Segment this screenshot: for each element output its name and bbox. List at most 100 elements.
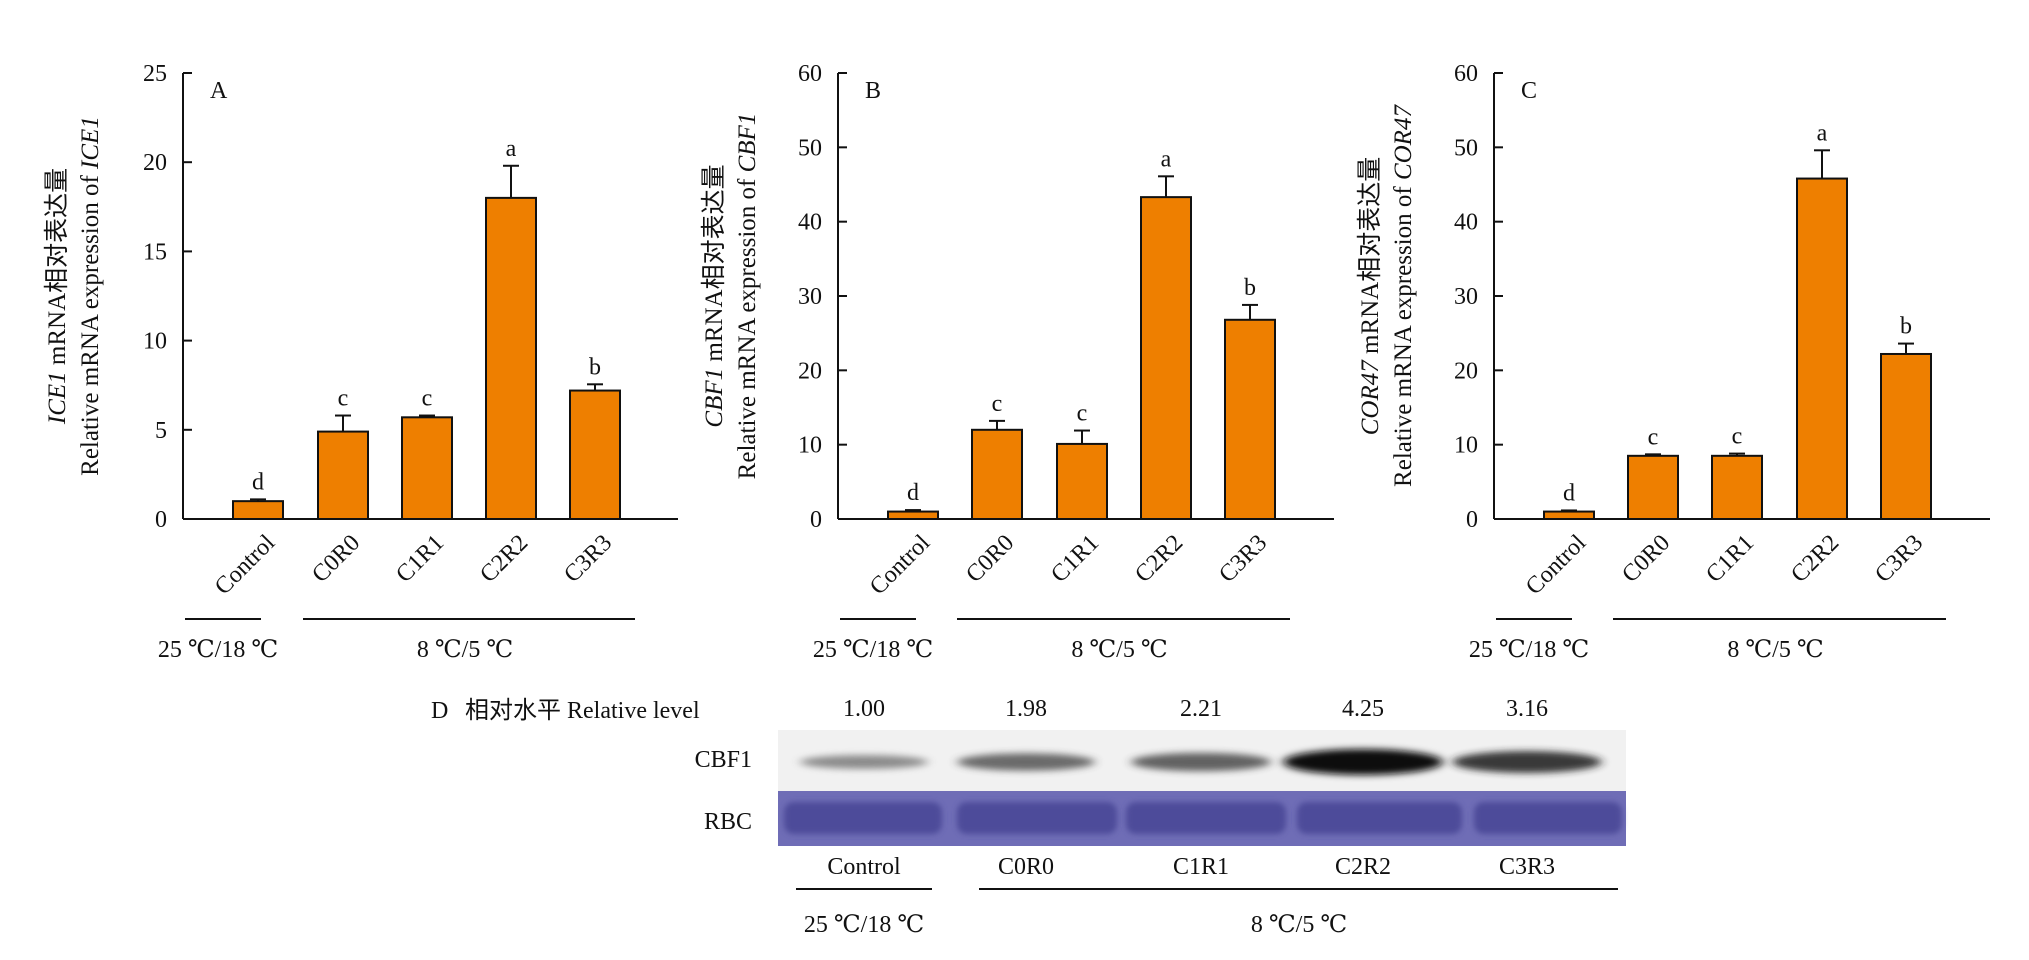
blot-cbf1-band xyxy=(1283,749,1443,775)
y-axis-title-line2: Relative mRNA expression of COR47 xyxy=(1390,104,1417,487)
blot-lane-label: Control xyxy=(827,854,901,880)
significance-letter: b xyxy=(589,354,601,380)
y-axis-title-line1: CBF1 mRNA相对表达量 xyxy=(700,164,728,427)
y-tick-label: 20 xyxy=(798,358,822,384)
significance-letter: d xyxy=(252,469,264,495)
y-tick-label: 20 xyxy=(143,150,167,176)
blot-cbf1-band xyxy=(1452,751,1602,773)
x-tick-label: Control xyxy=(865,530,935,600)
bar xyxy=(1224,318,1276,520)
bar xyxy=(401,416,453,521)
bar xyxy=(317,430,369,521)
significance-letter: c xyxy=(1077,401,1088,427)
blot-relative-level: 4.25 xyxy=(1342,696,1384,722)
x-tick-label: C2R2 xyxy=(475,530,533,588)
blot-cbf1-band xyxy=(957,753,1095,771)
y-tick-label: 0 xyxy=(1466,507,1478,533)
panel-letter: B xyxy=(865,78,881,104)
significance-letter: c xyxy=(1732,424,1743,450)
bar xyxy=(1796,177,1848,520)
y-axis-title-line2: Relative mRNA expression of CBF1 xyxy=(734,113,761,480)
y-tick-label: 50 xyxy=(798,135,822,161)
blot-cbf1-band xyxy=(1131,752,1271,772)
significance-letter: d xyxy=(1563,480,1575,506)
significance-letter: c xyxy=(338,386,349,412)
x-tick-label: C1R1 xyxy=(1701,530,1759,588)
x-tick-label: C0R0 xyxy=(307,530,365,588)
panel-a-chart: 0 5 10 15 20 25 Ad Control c C0R0 c C1R1 a C2R2 b C3R3 2… xyxy=(43,61,678,663)
blot-header-label: 相对水平 Relative level xyxy=(465,697,700,724)
significance-letter: c xyxy=(1648,424,1659,450)
y-tick-label: 30 xyxy=(1454,284,1478,310)
significance-letter: a xyxy=(1817,120,1828,146)
y-tick-label: 30 xyxy=(798,284,822,310)
group-label-control: 25 ℃/18 ℃ xyxy=(1469,637,1589,663)
significance-letter: b xyxy=(1244,275,1256,301)
group-label-cold: 8 ℃/5 ℃ xyxy=(417,637,513,663)
y-tick-label: 60 xyxy=(1454,61,1478,87)
group-label-cold: 8 ℃/5 ℃ xyxy=(1727,637,1823,663)
x-tick-label: C0R0 xyxy=(1617,530,1675,588)
x-tick-label: C2R2 xyxy=(1130,530,1188,588)
panel-b-chart: 0 10 20 30 40 50 60 Bd Control c C0R0 c C1R1 a C2R2 b C3… xyxy=(700,61,1334,663)
blot-rbc-band xyxy=(957,802,1117,834)
bar xyxy=(1056,442,1108,521)
y-tick-label: 10 xyxy=(798,433,822,459)
x-tick-label: C0R0 xyxy=(961,530,1019,588)
y-tick-label: 5 xyxy=(155,418,167,444)
group-label-cold: 8 ℃/5 ℃ xyxy=(1071,637,1167,663)
x-tick-label: C3R3 xyxy=(1214,530,1272,588)
x-tick-label: C1R1 xyxy=(391,530,449,588)
panel-c-chart: 0 10 20 30 40 50 60 Cd Control c C0R0 c C1R1 a C2R2 b C3… xyxy=(1356,61,1990,663)
y-tick-label: 10 xyxy=(143,329,167,355)
y-axis-title-gene: ICE1 xyxy=(77,116,104,170)
y-tick-label: 0 xyxy=(810,507,822,533)
significance-letter: c xyxy=(422,386,433,412)
group-label-control: 25 ℃/18 ℃ xyxy=(158,637,278,663)
blot-cbf1-band xyxy=(800,755,928,769)
panel-d-blot: D 相对水平 Relative level 1.00 1.98 2.21 4.25 3.… xyxy=(431,696,1626,938)
y-axis-title-gene: CBF1 xyxy=(701,368,728,428)
y-axis-title-line2: Relative mRNA expression of ICE1 xyxy=(77,116,104,476)
y-axis-title-line1: ICE1 mRNA相对表达量 xyxy=(43,168,71,425)
significance-letter: b xyxy=(1900,314,1912,340)
y-axis-title-cn: mRNA相对表达量 xyxy=(43,168,71,371)
bar xyxy=(971,428,1023,520)
x-tick-label: Control xyxy=(210,530,280,600)
y-axis-title-gene: COR47 xyxy=(1357,359,1384,436)
y-axis-title-cn: mRNA相对表达量 xyxy=(1356,157,1384,360)
blot-lane-label: C3R3 xyxy=(1499,854,1555,880)
bar xyxy=(1627,454,1679,521)
blot-row-label-cbf1: CBF1 xyxy=(695,747,752,773)
blot-relative-level: 1.00 xyxy=(843,696,885,722)
y-tick-label: 20 xyxy=(1454,358,1478,384)
y-tick-label: 40 xyxy=(798,210,822,236)
y-tick-label: 40 xyxy=(1454,210,1478,236)
y-axis-title-gene: CBF1 xyxy=(734,113,761,173)
x-tick-label: C3R3 xyxy=(559,530,617,588)
x-tick-label: C1R1 xyxy=(1046,530,1104,588)
bar xyxy=(1140,196,1192,521)
y-axis-title-en: Relative mRNA expression of xyxy=(1390,180,1417,487)
blot-group-label-control: 25 ℃/18 ℃ xyxy=(804,912,924,938)
y-axis-title-line1: COR47 mRNA相对表达量 xyxy=(1356,157,1384,435)
x-tick-label: C3R3 xyxy=(1870,530,1928,588)
bar xyxy=(232,500,284,521)
y-tick-label: 25 xyxy=(143,61,167,87)
blot-rbc-band xyxy=(784,802,942,834)
blot-rbc-band xyxy=(1474,802,1622,834)
significance-letter: d xyxy=(907,480,919,506)
x-tick-label: C2R2 xyxy=(1786,530,1844,588)
blot-rbc-bands xyxy=(784,802,1622,834)
y-tick-label: 10 xyxy=(1454,433,1478,459)
y-tick-label: 15 xyxy=(143,239,167,265)
y-axis-title-gene: COR47 xyxy=(1390,104,1417,181)
significance-letter: a xyxy=(1161,146,1172,172)
bar xyxy=(485,196,537,520)
significance-letter: a xyxy=(506,136,517,162)
y-tick-label: 60 xyxy=(798,61,822,87)
y-tick-label: 50 xyxy=(1454,135,1478,161)
blot-relative-level: 3.16 xyxy=(1506,696,1548,722)
group-label-control: 25 ℃/18 ℃ xyxy=(813,637,933,663)
